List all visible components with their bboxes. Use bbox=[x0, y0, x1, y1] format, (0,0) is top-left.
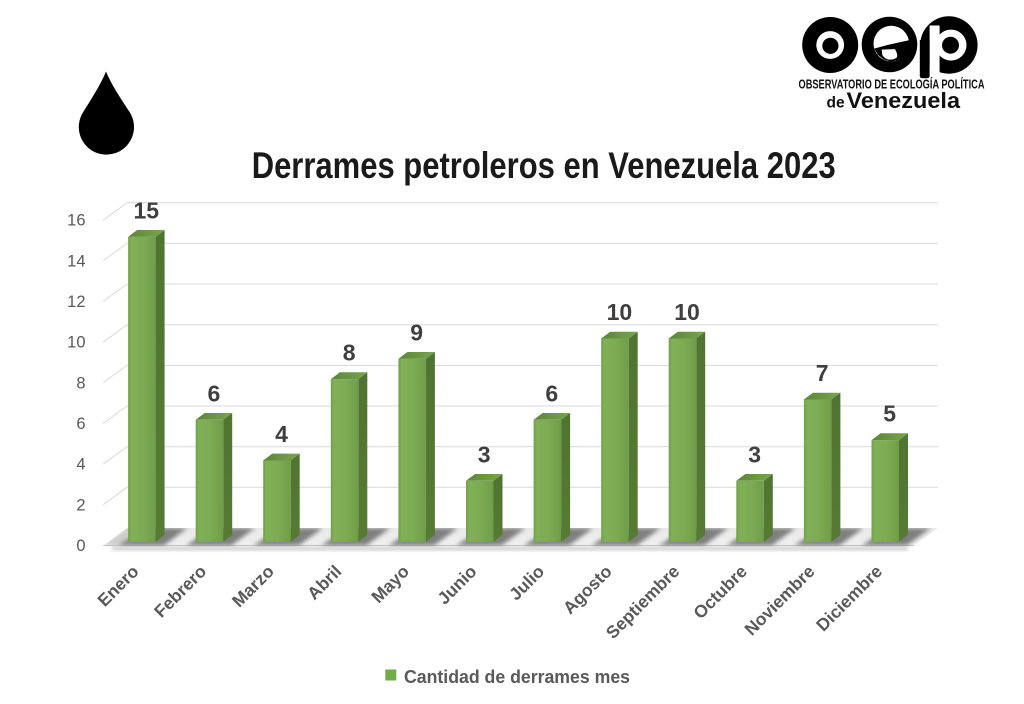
svg-text:14: 14 bbox=[67, 252, 85, 270]
svg-text:16: 16 bbox=[67, 212, 85, 230]
svg-text:Cantidad de derrames mes: Cantidad de derrames mes bbox=[404, 667, 630, 687]
svg-text:10: 10 bbox=[67, 334, 85, 352]
svg-text:12: 12 bbox=[67, 293, 85, 311]
svg-text:9: 9 bbox=[410, 319, 423, 345]
svg-text:4: 4 bbox=[275, 421, 288, 447]
svg-text:Derrames petroleros en Venezue: Derrames petroleros en Venezuela 2023 bbox=[252, 145, 836, 186]
svg-text:Venezuela: Venezuela bbox=[847, 88, 961, 113]
svg-text:4: 4 bbox=[76, 456, 85, 474]
svg-text:OBSERVATORIO DE ECOLOGÍA POLÍT: OBSERVATORIO DE ECOLOGÍA POLÍTICA bbox=[799, 77, 985, 92]
svg-text:10: 10 bbox=[607, 299, 633, 325]
svg-text:2: 2 bbox=[76, 496, 85, 514]
svg-text:8: 8 bbox=[343, 340, 356, 366]
svg-text:6: 6 bbox=[76, 415, 85, 433]
svg-text:0: 0 bbox=[76, 537, 85, 555]
svg-text:3: 3 bbox=[478, 441, 491, 467]
svg-text:de: de bbox=[827, 95, 845, 112]
svg-text:8: 8 bbox=[76, 374, 85, 392]
svg-text:7: 7 bbox=[816, 360, 829, 386]
svg-text:15: 15 bbox=[134, 197, 160, 223]
svg-text:5: 5 bbox=[883, 401, 896, 427]
svg-text:6: 6 bbox=[545, 380, 558, 406]
svg-text:10: 10 bbox=[674, 299, 700, 325]
svg-text:3: 3 bbox=[748, 441, 761, 467]
svg-text:6: 6 bbox=[208, 380, 221, 406]
